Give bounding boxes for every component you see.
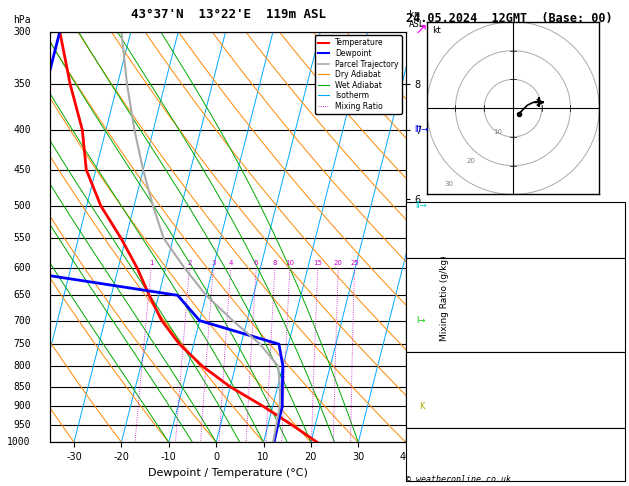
Bar bbox=[406, 258, 625, 352]
Text: 950: 950 bbox=[13, 420, 31, 430]
Text: 550: 550 bbox=[13, 233, 31, 243]
Text: 21.3: 21.3 bbox=[594, 272, 618, 282]
Text: Surface: Surface bbox=[494, 259, 536, 269]
Text: 15: 15 bbox=[606, 470, 618, 480]
Text: Hodograph: Hodograph bbox=[489, 426, 542, 436]
Text: Most Unstable: Most Unstable bbox=[477, 352, 554, 362]
Text: 1000: 1000 bbox=[8, 437, 31, 447]
Text: K: K bbox=[412, 206, 418, 216]
Text: Lifted Index: Lifted Index bbox=[412, 313, 483, 323]
Text: 48: 48 bbox=[606, 225, 618, 235]
Text: -1: -1 bbox=[606, 313, 618, 323]
Text: 700: 700 bbox=[13, 315, 31, 326]
Text: 3: 3 bbox=[211, 260, 216, 266]
Text: 300: 300 bbox=[13, 27, 31, 36]
Text: StmDir: StmDir bbox=[412, 459, 447, 469]
Text: CAPE (J): CAPE (J) bbox=[412, 403, 459, 413]
Text: SREH: SREH bbox=[412, 447, 436, 457]
Text: km
ASL: km ASL bbox=[409, 10, 425, 29]
Text: 56: 56 bbox=[606, 447, 618, 457]
Bar bbox=[406, 428, 625, 481]
Text: 20: 20 bbox=[334, 260, 343, 266]
Text: K: K bbox=[419, 402, 424, 411]
Text: 400: 400 bbox=[13, 125, 31, 135]
Text: 500: 500 bbox=[13, 201, 31, 211]
Text: 282°: 282° bbox=[594, 459, 618, 469]
Text: 6: 6 bbox=[254, 260, 259, 266]
Text: PW (cm): PW (cm) bbox=[412, 243, 454, 253]
Text: Mixing Ratio (g/kg): Mixing Ratio (g/kg) bbox=[440, 256, 449, 341]
Text: 650: 650 bbox=[13, 290, 31, 300]
Text: ll→: ll→ bbox=[416, 201, 427, 210]
Text: θe (K): θe (K) bbox=[412, 377, 447, 387]
Text: 600: 600 bbox=[13, 263, 31, 273]
Text: Pressure (mb): Pressure (mb) bbox=[412, 364, 489, 374]
Text: θe(K): θe(K) bbox=[412, 299, 442, 309]
Text: 17: 17 bbox=[606, 206, 618, 216]
Legend: Temperature, Dewpoint, Parcel Trajectory, Dry Adiabat, Wet Adiabat, Isotherm, Mi: Temperature, Dewpoint, Parcel Trajectory… bbox=[314, 35, 402, 114]
Bar bbox=[406, 352, 625, 428]
Text: 8: 8 bbox=[273, 260, 277, 266]
Text: -1: -1 bbox=[606, 390, 618, 400]
Text: 350: 350 bbox=[13, 79, 31, 89]
Text: ↗: ↗ bbox=[415, 22, 428, 36]
Text: 1004: 1004 bbox=[594, 364, 618, 374]
Text: Dewp (°C): Dewp (°C) bbox=[412, 285, 465, 295]
Text: 30: 30 bbox=[444, 181, 453, 187]
Text: l→: l→ bbox=[417, 316, 426, 325]
Text: © weatheronline.co.uk: © weatheronline.co.uk bbox=[406, 474, 511, 484]
Text: Totals Totals: Totals Totals bbox=[412, 225, 489, 235]
Text: 35: 35 bbox=[606, 435, 618, 446]
Text: 10: 10 bbox=[286, 260, 294, 266]
Text: 334: 334 bbox=[601, 327, 618, 337]
Text: 24.05.2024  12GMT  (Base: 00): 24.05.2024 12GMT (Base: 00) bbox=[406, 12, 612, 25]
Text: Temp (°C): Temp (°C) bbox=[412, 272, 465, 282]
Text: 900: 900 bbox=[13, 401, 31, 411]
Text: 12.2: 12.2 bbox=[594, 285, 618, 295]
Text: 1: 1 bbox=[149, 260, 153, 266]
X-axis label: Dewpoint / Temperature (°C): Dewpoint / Temperature (°C) bbox=[148, 468, 308, 478]
Text: 10: 10 bbox=[493, 129, 502, 135]
Text: 4: 4 bbox=[228, 260, 233, 266]
Text: 800: 800 bbox=[13, 361, 31, 371]
Text: 850: 850 bbox=[13, 382, 31, 392]
Text: 20: 20 bbox=[467, 158, 476, 164]
Text: 2: 2 bbox=[187, 260, 192, 266]
Text: CIN (J): CIN (J) bbox=[412, 416, 454, 426]
Text: 319: 319 bbox=[601, 377, 618, 387]
Text: CIN (J): CIN (J) bbox=[412, 341, 454, 350]
Text: CAPE (J): CAPE (J) bbox=[412, 327, 459, 337]
Text: 2: 2 bbox=[612, 416, 618, 426]
Text: StmSpd (kt): StmSpd (kt) bbox=[412, 470, 477, 480]
Text: LCL: LCL bbox=[409, 402, 424, 411]
Text: 319: 319 bbox=[601, 299, 618, 309]
Text: lll→: lll→ bbox=[415, 125, 428, 134]
Text: 750: 750 bbox=[13, 339, 31, 349]
Text: 1.9: 1.9 bbox=[601, 243, 618, 253]
Text: kt: kt bbox=[432, 26, 442, 35]
Text: 43°37'N  13°22'E  119m ASL: 43°37'N 13°22'E 119m ASL bbox=[130, 8, 326, 21]
Text: 2: 2 bbox=[612, 341, 618, 350]
Bar bbox=[406, 202, 625, 258]
Text: 15: 15 bbox=[313, 260, 322, 266]
Text: Lifted Index: Lifted Index bbox=[412, 390, 483, 400]
Text: 450: 450 bbox=[13, 165, 31, 175]
Text: 334: 334 bbox=[601, 403, 618, 413]
Text: 25: 25 bbox=[350, 260, 359, 266]
Text: hPa: hPa bbox=[13, 16, 31, 25]
Text: EH: EH bbox=[412, 435, 424, 446]
